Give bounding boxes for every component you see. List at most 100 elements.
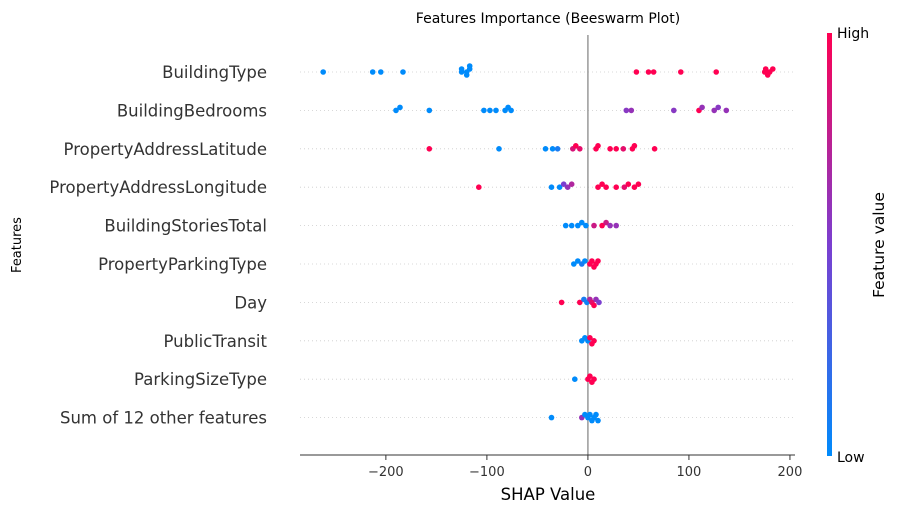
point-buildingbedrooms: [711, 107, 717, 114]
point-buildingtype: [770, 66, 776, 72]
point-propertyaddresslatitude: [620, 146, 627, 152]
feature-label-buildingtype: BuildingType: [162, 63, 267, 82]
x-tick-label: 0: [584, 465, 592, 480]
feature-label-propertyparkingtype: PropertyParkingType: [98, 255, 267, 274]
feature-label-buildingstoriestotal: BuildingStoriesTotal: [104, 217, 267, 236]
point-day: [577, 299, 583, 306]
point-buildingbedrooms: [481, 107, 487, 114]
x-tick-label: −100: [469, 465, 505, 480]
point-buildingstoriestotal: [583, 222, 589, 229]
point-propertyaddresslongitude: [621, 184, 628, 190]
x-axis-title: SHAP Value: [501, 485, 596, 504]
point-publictransit: [591, 338, 597, 344]
feature-label-sum-of-12-other-features: Sum of 12 other features: [60, 409, 267, 428]
x-ticks: −200 −100 0 100 200: [368, 455, 802, 480]
point-propertyaddresslongitude: [635, 181, 642, 187]
point-buildingtype: [466, 63, 473, 69]
point-propertyparkingtype: [571, 261, 577, 267]
feature-label-propertyaddresslatitude: PropertyAddressLatitude: [64, 140, 267, 159]
feature-label-buildingbedrooms: BuildingBedrooms: [117, 101, 267, 120]
point-parkingsizetype: [587, 373, 593, 380]
point-propertyaddresslatitude: [651, 146, 658, 152]
point-buildingtype: [764, 72, 771, 78]
point-propertyaddresslongitude: [599, 181, 605, 187]
point-sum-of-12-other-features: [593, 411, 599, 418]
point-day: [596, 299, 602, 306]
point-buildingtype: [458, 66, 465, 72]
point-propertyaddresslatitude: [631, 143, 638, 149]
point-propertyaddresslongitude: [603, 184, 609, 190]
point-sum-of-12-other-features: [548, 414, 555, 421]
feature-rows: BuildingType BuildingBedrooms PropertyAddr…: [49, 63, 795, 428]
point-buildingbedrooms: [393, 107, 399, 114]
point-buildingbedrooms: [623, 107, 630, 114]
point-propertyaddresslatitude: [554, 146, 561, 152]
point-buildingstoriestotal: [575, 222, 581, 229]
point-propertyaddresslongitude: [631, 184, 638, 190]
point-propertyaddresslatitude: [573, 143, 579, 149]
feature-label-day: Day: [234, 293, 267, 312]
point-propertyaddresslongitude: [564, 184, 571, 190]
point-day: [591, 302, 597, 309]
point-propertyaddresslongitude: [556, 184, 563, 190]
point-buildingtype: [378, 69, 384, 75]
x-tick-label: 100: [677, 465, 702, 480]
point-sum-of-12-other-features: [595, 417, 601, 424]
point-buildingbedrooms: [715, 104, 721, 111]
point-buildingstoriestotal: [591, 222, 597, 229]
point-propertyaddresslatitude: [496, 146, 502, 152]
point-buildingbedrooms: [628, 107, 635, 114]
point-buildingbedrooms: [487, 107, 493, 114]
point-buildingtype: [762, 66, 769, 72]
point-propertyaddresslatitude: [542, 146, 549, 152]
colorbar-low-label: Low: [837, 450, 865, 466]
point-buildingtype: [320, 69, 327, 75]
point-propertyparkingtype: [589, 258, 595, 264]
point-propertyparkingtype: [582, 258, 588, 264]
point-buildingtype: [633, 69, 640, 75]
point-propertyaddresslatitude: [595, 143, 601, 149]
point-propertyparkingtype: [595, 258, 601, 264]
point-propertyparkingtype: [575, 258, 581, 264]
point-buildingbedrooms: [699, 104, 705, 111]
point-propertyaddresslongitude: [568, 181, 575, 187]
point-propertyaddresslongitude: [595, 184, 601, 190]
point-propertyaddresslatitude: [613, 146, 619, 152]
point-buildingstoriestotal: [562, 222, 569, 229]
point-propertyaddresslongitude: [613, 184, 619, 190]
feature-label-publictransit: PublicTransit: [164, 332, 268, 351]
point-buildingtype: [645, 69, 652, 75]
point-buildingstoriestotal: [599, 222, 605, 229]
point-buildingbedrooms: [426, 107, 433, 114]
point-buildingtype: [369, 69, 376, 75]
point-buildingbedrooms: [493, 107, 499, 114]
point-buildingstoriestotal: [568, 222, 575, 229]
point-buildingstoriestotal: [603, 219, 609, 226]
point-propertyaddresslatitude: [607, 146, 613, 152]
point-buildingstoriestotal: [607, 222, 613, 229]
point-buildingtype: [400, 69, 406, 75]
point-sum-of-12-other-features: [587, 411, 593, 418]
point-parkingsizetype: [572, 376, 578, 383]
point-propertyaddresslongitude: [548, 184, 555, 190]
point-buildingtype: [650, 69, 657, 75]
point-propertyaddresslatitude: [426, 146, 433, 152]
point-buildingstoriestotal: [579, 219, 585, 226]
colorbar-title: Feature value: [870, 192, 888, 298]
point-buildingtype: [463, 72, 470, 78]
point-propertyaddresslongitude: [476, 184, 482, 190]
chart-title: Features Importance (Beeswarm Plot): [416, 11, 680, 27]
point-propertyaddresslongitude: [560, 181, 567, 187]
feature-label-parkingsizetype: ParkingSizeType: [134, 370, 267, 389]
point-day: [558, 299, 565, 306]
point-parkingsizetype: [591, 376, 597, 383]
point-propertyaddresslongitude: [625, 181, 632, 187]
point-buildingbedrooms: [723, 107, 730, 114]
y-axis-title: Features: [10, 217, 25, 273]
feature-label-propertyaddresslongitude: PropertyAddressLongitude: [49, 178, 267, 197]
point-buildingstoriestotal: [613, 222, 619, 229]
point-buildingbedrooms: [671, 107, 677, 114]
point-propertyaddresslatitude: [549, 146, 556, 152]
point-buildingbedrooms: [397, 104, 403, 111]
